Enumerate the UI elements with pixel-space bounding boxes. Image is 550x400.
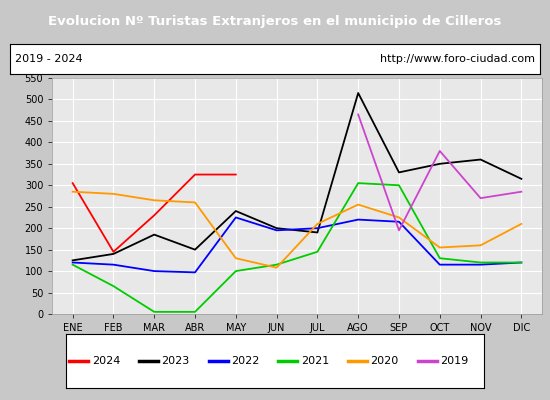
Text: 2021: 2021 [301, 356, 329, 366]
Text: 2023: 2023 [162, 356, 190, 366]
Text: Evolucion Nº Turistas Extranjeros en el municipio de Cilleros: Evolucion Nº Turistas Extranjeros en el … [48, 14, 502, 28]
Text: http://www.foro-ciudad.com: http://www.foro-ciudad.com [380, 54, 535, 64]
Text: 2020: 2020 [371, 356, 399, 366]
Text: 2022: 2022 [231, 356, 260, 366]
Text: 2019: 2019 [440, 356, 469, 366]
Text: 2019 - 2024: 2019 - 2024 [15, 54, 83, 64]
Text: 2024: 2024 [92, 356, 120, 366]
